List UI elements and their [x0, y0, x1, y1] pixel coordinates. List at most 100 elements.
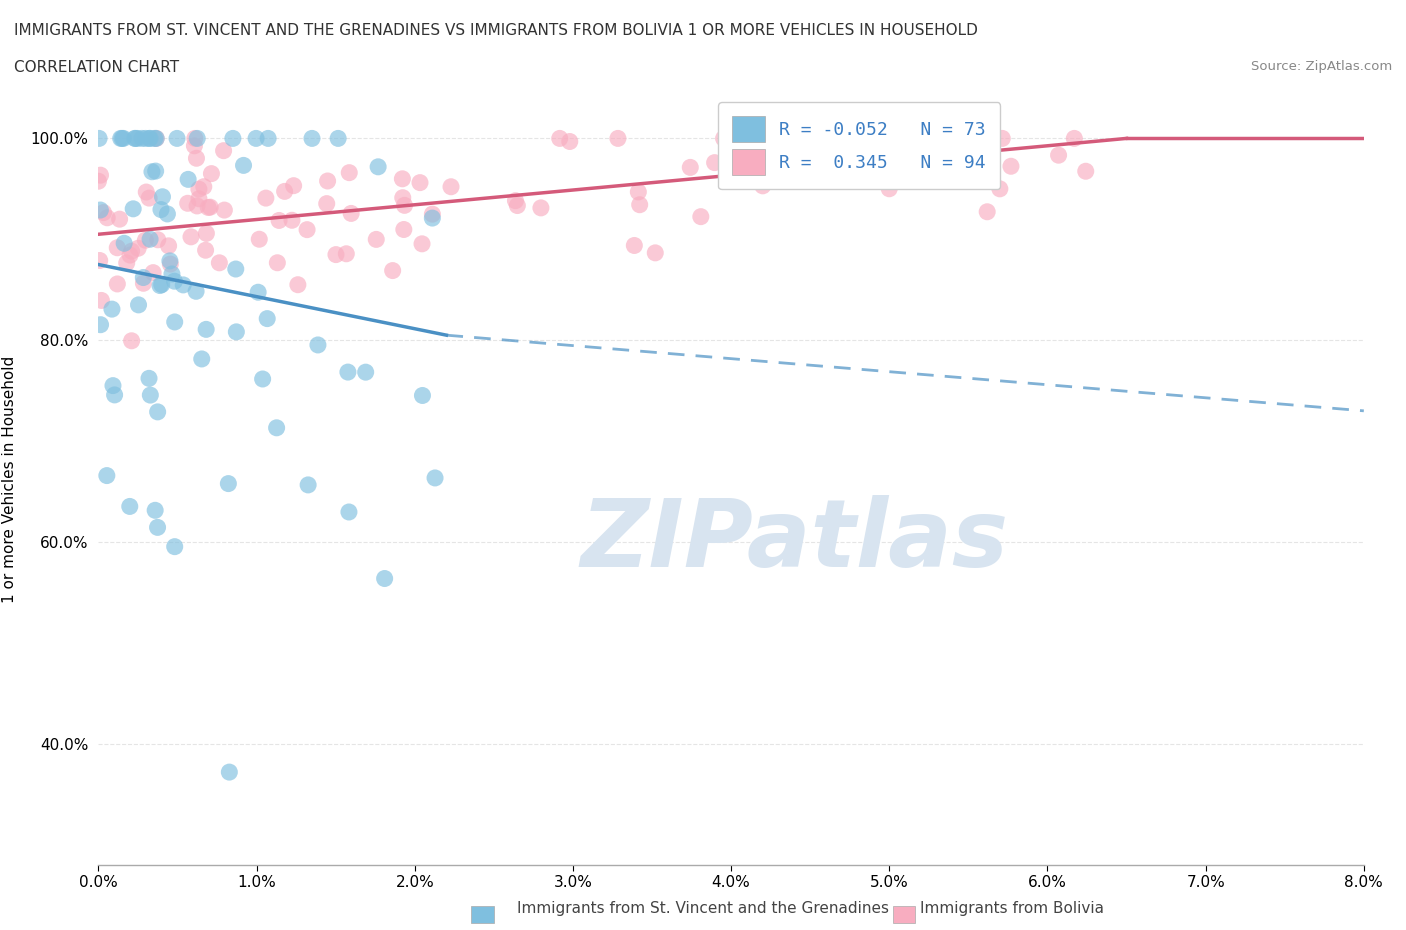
- Point: [104, 388, 127, 403]
- Point: [89, 253, 111, 268]
- Point: [89, 167, 111, 182]
- Point: [160, 267, 183, 282]
- Point: [146, 520, 169, 535]
- Point: [184, 131, 207, 146]
- Point: [530, 201, 553, 216]
- Point: [128, 298, 150, 312]
- Point: [838, 143, 860, 158]
- Point: [340, 206, 363, 220]
- Point: [679, 160, 702, 175]
- Text: Immigrants from St. Vincent and the Grenadines: Immigrants from St. Vincent and the Gren…: [517, 901, 889, 916]
- Point: [337, 166, 360, 180]
- Y-axis label: 1 or more Vehicles in Household: 1 or more Vehicles in Household: [1, 355, 17, 603]
- Point: [744, 160, 766, 175]
- Point: [225, 261, 247, 276]
- Point: [218, 764, 240, 779]
- Point: [157, 238, 180, 253]
- Point: [1063, 131, 1085, 146]
- Text: Immigrants from Bolivia: Immigrants from Bolivia: [921, 901, 1104, 916]
- Point: [101, 379, 124, 393]
- Legend: R = -0.052   N = 73, R =  0.345   N = 94: R = -0.052 N = 73, R = 0.345 N = 94: [718, 102, 1001, 189]
- Point: [281, 213, 304, 228]
- Point: [163, 539, 186, 554]
- Point: [315, 196, 337, 211]
- Point: [90, 293, 112, 308]
- Point: [247, 285, 270, 299]
- Point: [689, 209, 711, 224]
- Point: [1074, 164, 1097, 179]
- Point: [245, 131, 267, 146]
- Point: [186, 131, 208, 146]
- Point: [188, 192, 211, 206]
- Point: [135, 184, 157, 199]
- Point: [713, 131, 735, 146]
- Point: [420, 210, 443, 225]
- Point: [132, 270, 155, 285]
- Point: [149, 202, 172, 217]
- Point: [115, 256, 138, 271]
- Point: [266, 420, 288, 435]
- Point: [90, 317, 112, 332]
- Point: [180, 230, 202, 245]
- Point: [381, 263, 404, 278]
- Point: [623, 238, 645, 253]
- Point: [93, 206, 115, 220]
- Point: [96, 210, 118, 225]
- Point: [266, 256, 288, 271]
- Point: [163, 273, 186, 288]
- Point: [101, 301, 124, 316]
- Point: [122, 202, 145, 217]
- Point: [301, 131, 323, 146]
- Point: [143, 131, 166, 146]
- Point: [214, 203, 236, 218]
- Point: [172, 277, 194, 292]
- Point: [110, 131, 132, 146]
- Point: [105, 240, 128, 255]
- Point: [391, 191, 413, 206]
- Point: [326, 131, 349, 146]
- Point: [177, 172, 200, 187]
- Point: [156, 206, 179, 221]
- Point: [939, 143, 962, 158]
- Point: [257, 131, 280, 146]
- Point: [152, 190, 174, 205]
- Point: [134, 232, 156, 247]
- Point: [307, 338, 329, 352]
- Point: [166, 131, 188, 146]
- Point: [142, 265, 165, 280]
- Point: [877, 181, 900, 196]
- Point: [186, 151, 208, 166]
- Point: [336, 365, 359, 379]
- Point: [337, 505, 360, 520]
- Point: [112, 236, 135, 251]
- Text: ZIPatlas: ZIPatlas: [581, 495, 1008, 587]
- Point: [198, 200, 221, 215]
- Point: [267, 213, 290, 228]
- Text: Source: ZipAtlas.com: Source: ZipAtlas.com: [1251, 60, 1392, 73]
- Point: [183, 139, 205, 153]
- Point: [1047, 148, 1070, 163]
- Point: [703, 155, 725, 170]
- Point: [87, 174, 110, 189]
- Point: [141, 165, 163, 179]
- Point: [112, 131, 135, 146]
- Point: [105, 276, 128, 291]
- Point: [254, 191, 277, 206]
- Point: [751, 179, 773, 193]
- Point: [440, 179, 463, 194]
- Point: [409, 175, 432, 190]
- Point: [138, 191, 160, 206]
- Point: [127, 131, 149, 146]
- Point: [252, 372, 274, 387]
- Point: [988, 181, 1011, 196]
- Point: [197, 200, 219, 215]
- Point: [865, 135, 887, 150]
- Point: [146, 405, 169, 419]
- Point: [934, 131, 956, 146]
- Point: [335, 246, 357, 261]
- Point: [131, 131, 153, 146]
- Point: [124, 131, 146, 146]
- Point: [145, 131, 167, 146]
- Point: [256, 312, 278, 326]
- Point: [1000, 159, 1022, 174]
